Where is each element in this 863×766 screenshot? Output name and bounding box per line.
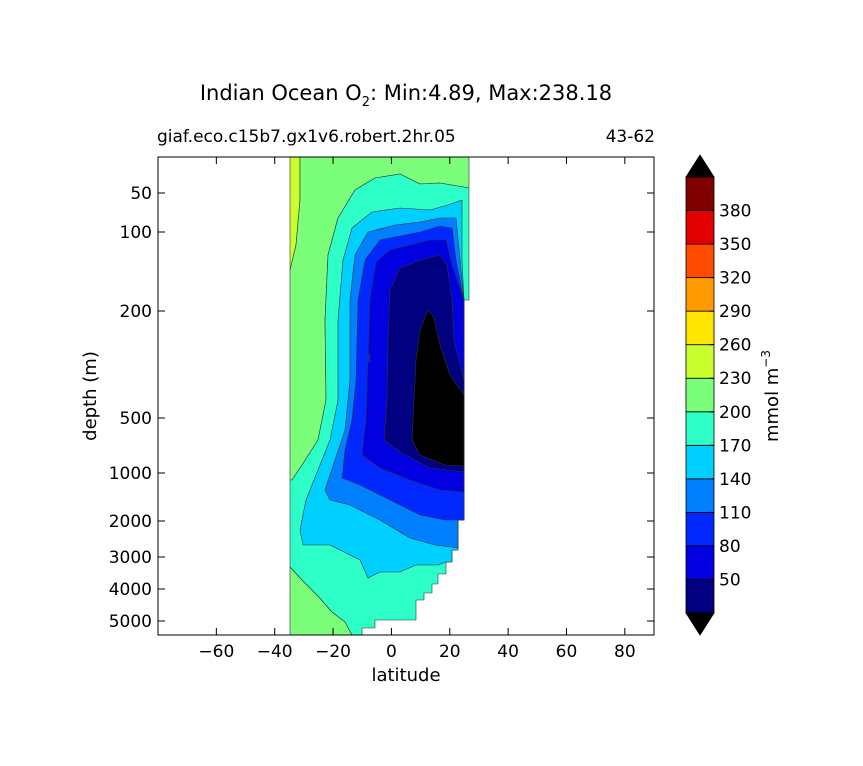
colorbar-tick-label: 290 bbox=[719, 302, 751, 322]
colorbar-swatch bbox=[685, 511, 715, 547]
colorbar-swatch bbox=[685, 377, 715, 413]
x-tick-label: 20 bbox=[439, 642, 461, 662]
x-tick-label: 40 bbox=[497, 642, 519, 662]
colorbar-extend-under bbox=[685, 612, 715, 636]
colorbar-swatch bbox=[685, 478, 715, 513]
colorbar-swatch bbox=[685, 411, 715, 446]
x-tick-label: −40 bbox=[257, 642, 293, 662]
chart-subtitle-left: giaf.eco.c15b7.gx1v6.robert.2hr.05 bbox=[157, 127, 456, 147]
x-tick-label: 60 bbox=[556, 642, 578, 662]
y-tick-label: 50 bbox=[130, 184, 152, 204]
x-tick-label: 0 bbox=[386, 642, 397, 662]
x-axis-label: latitude bbox=[371, 665, 440, 686]
colorbar-tick-label: 50 bbox=[719, 570, 741, 590]
colorbar: 50 80 110 140 170 200 230 260 290 320 350 380 bbox=[685, 154, 751, 636]
colorbar-swatch bbox=[685, 344, 715, 379]
colorbar-tick-label: 260 bbox=[719, 336, 751, 356]
colorbar-tick-label: 200 bbox=[719, 403, 751, 423]
y-axis-label: depth (m) bbox=[80, 351, 101, 441]
colorbar-swatch bbox=[685, 176, 715, 211]
colorbar-tick-label: 170 bbox=[719, 436, 751, 456]
contour-blip bbox=[367, 353, 371, 363]
x-tick-label: −60 bbox=[198, 642, 234, 662]
y-tick-label: 100 bbox=[120, 223, 152, 243]
chart-subtitle-right: 43-62 bbox=[606, 127, 655, 147]
y-tick-label: 200 bbox=[120, 302, 152, 322]
colorbar-swatch bbox=[685, 277, 715, 312]
contour-field bbox=[289, 157, 470, 635]
y-tick-label: 5000 bbox=[109, 612, 152, 632]
chart-title: Indian Ocean O2: Min:4.89, Max:238.18 bbox=[200, 81, 612, 110]
plot-frame bbox=[157, 156, 655, 636]
colorbar-tick-label: 140 bbox=[719, 470, 751, 490]
colorbar-swatch bbox=[685, 243, 715, 279]
colorbar-tick-label: 110 bbox=[719, 503, 751, 523]
x-tick-label: 80 bbox=[614, 642, 636, 662]
colorbar-tick-label: 380 bbox=[719, 202, 751, 222]
colorbar-extend-over bbox=[685, 154, 715, 178]
colorbar-swatch bbox=[685, 545, 715, 580]
colorbar-label: mmol m−3 bbox=[759, 350, 783, 442]
y-axis-ticks: 50 100 200 500 1000 2000 3000 4000 5000 bbox=[109, 184, 654, 632]
region-below-20 bbox=[411, 309, 465, 467]
y-tick-label: 3000 bbox=[109, 548, 152, 568]
x-axis-ticks: −60 −40 −20 0 20 40 60 80 bbox=[198, 157, 636, 662]
colorbar-swatch bbox=[685, 444, 715, 480]
x-tick-label: −20 bbox=[315, 642, 351, 662]
colorbar-tick-label: 320 bbox=[719, 269, 751, 289]
y-tick-label: 4000 bbox=[109, 580, 152, 600]
colorbar-swatch bbox=[685, 310, 715, 346]
colorbar-tick-label: 350 bbox=[719, 235, 751, 255]
colorbar-tick-label: 80 bbox=[719, 537, 741, 557]
colorbar-swatch bbox=[685, 210, 715, 245]
colorbar-swatch bbox=[685, 579, 715, 614]
y-tick-label: 1000 bbox=[109, 464, 152, 484]
colorbar-tick-label: 230 bbox=[719, 369, 751, 389]
y-tick-label: 2000 bbox=[109, 512, 152, 532]
y-tick-label: 500 bbox=[120, 409, 152, 429]
